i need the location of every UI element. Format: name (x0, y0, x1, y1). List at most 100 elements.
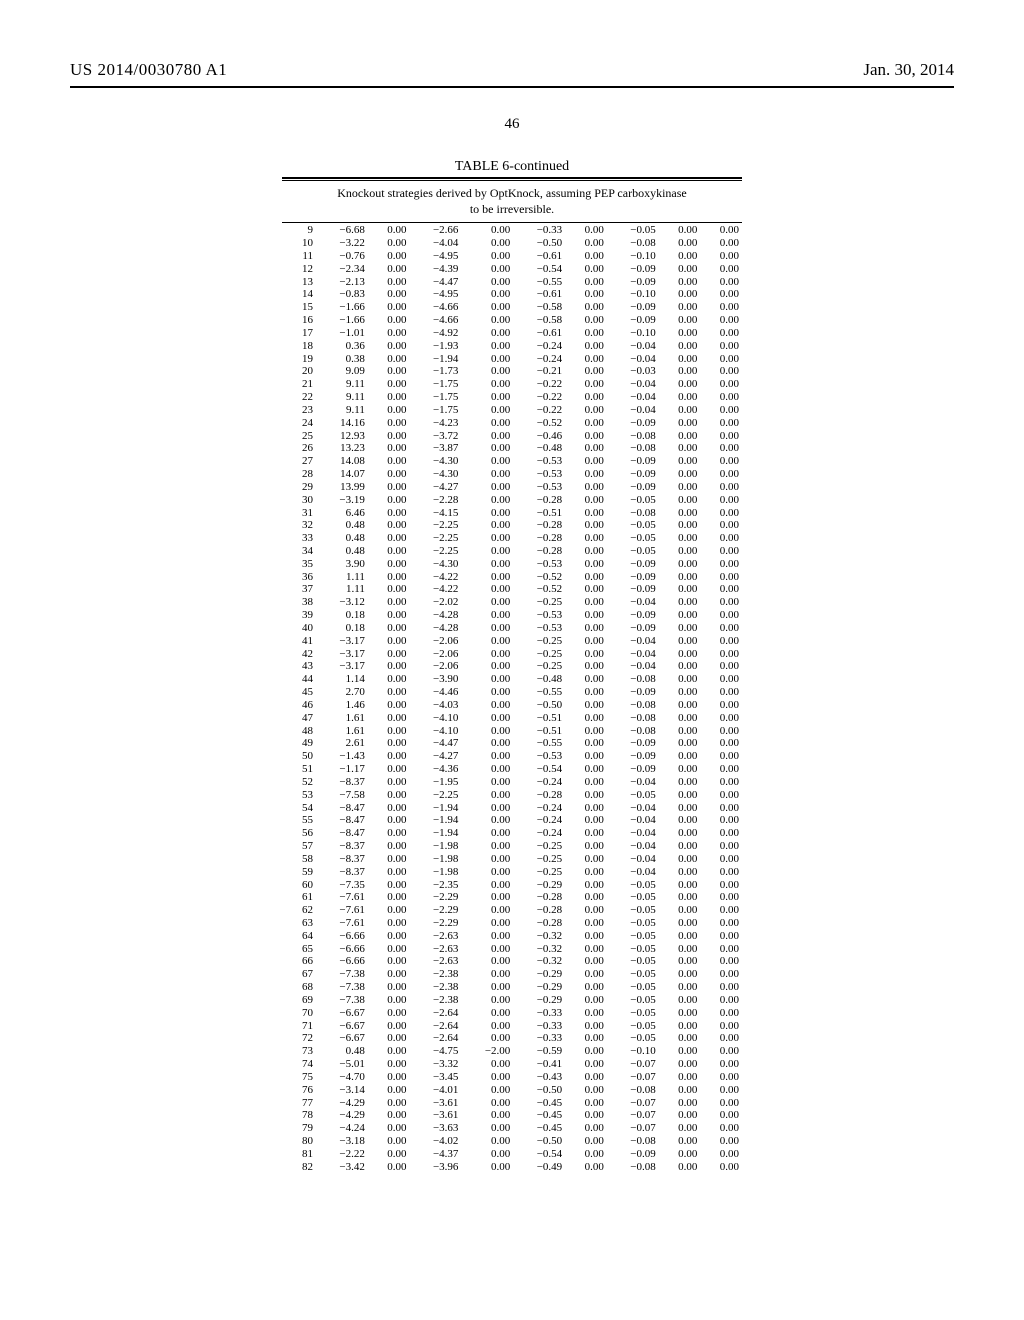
cell: 0.00 (659, 276, 701, 289)
cell: 0.00 (659, 801, 701, 814)
cell: 0.00 (659, 673, 701, 686)
cell: 0.00 (659, 763, 701, 776)
cell: −8.37 (316, 776, 368, 789)
cell: 0.00 (700, 378, 742, 391)
cell: 0.00 (659, 417, 701, 430)
cell: 1.61 (316, 712, 368, 725)
cell: −4.22 (410, 571, 462, 584)
cell: −0.05 (607, 1032, 659, 1045)
cell: −0.29 (513, 878, 565, 891)
cell: 0.00 (461, 750, 513, 763)
cell: 0.00 (565, 288, 607, 301)
cell: 0.00 (700, 583, 742, 596)
cell: 0.00 (700, 340, 742, 353)
table-row: 42−3.170.00−2.060.00−0.250.00−0.040.000.… (282, 648, 742, 661)
cell: 0.00 (700, 1045, 742, 1058)
table-row: 320.480.00−2.250.00−0.280.00−0.050.000.0… (282, 519, 742, 532)
cell: 0.00 (659, 1097, 701, 1110)
table-rule-top-1 (282, 177, 742, 179)
cell: 0.00 (700, 1148, 742, 1161)
cell: 0.00 (368, 814, 410, 827)
cell: 0.00 (700, 1007, 742, 1020)
table-row: 371.110.00−4.220.00−0.520.00−0.090.000.0… (282, 583, 742, 596)
cell: −0.28 (513, 904, 565, 917)
cell: 0.00 (368, 558, 410, 571)
cell: −0.05 (607, 1007, 659, 1020)
cell: −0.33 (513, 1032, 565, 1045)
cell: 0.00 (700, 955, 742, 968)
cell: −3.87 (410, 442, 462, 455)
cell: 0.00 (700, 827, 742, 840)
row-index: 47 (282, 712, 316, 725)
cell: 6.46 (316, 506, 368, 519)
cell: −2.25 (410, 789, 462, 802)
cell: 0.00 (565, 442, 607, 455)
cell: 14.07 (316, 468, 368, 481)
cell: 0.00 (565, 583, 607, 596)
row-index: 33 (282, 532, 316, 545)
cell: 0.00 (700, 519, 742, 532)
cell: −0.61 (513, 327, 565, 340)
row-index: 50 (282, 750, 316, 763)
cell: −7.38 (316, 968, 368, 981)
cell: 0.00 (368, 429, 410, 442)
table-row: 69−7.380.00−2.380.00−0.290.00−0.050.000.… (282, 994, 742, 1007)
row-index: 67 (282, 968, 316, 981)
cell: 0.00 (700, 737, 742, 750)
cell: 13.99 (316, 481, 368, 494)
cell: 0.00 (659, 365, 701, 378)
cell: 0.00 (368, 288, 410, 301)
cell: −0.61 (513, 288, 565, 301)
cell: 0.00 (700, 276, 742, 289)
cell: 0.00 (461, 276, 513, 289)
cell: 0.00 (368, 263, 410, 276)
cell: 0.00 (565, 455, 607, 468)
cell: 0.00 (700, 763, 742, 776)
cell: −0.05 (607, 904, 659, 917)
cell: −0.54 (513, 263, 565, 276)
table-row: 16−1.660.00−4.660.00−0.580.00−0.090.000.… (282, 314, 742, 327)
row-index: 26 (282, 442, 316, 455)
cell: 0.00 (461, 981, 513, 994)
cell: −0.45 (513, 1122, 565, 1135)
cell: −4.66 (410, 314, 462, 327)
cell: −4.15 (410, 506, 462, 519)
table-row: 59−8.370.00−1.980.00−0.250.00−0.040.000.… (282, 866, 742, 879)
cell: 0.00 (565, 237, 607, 250)
table-row: 52−8.370.00−1.950.00−0.240.00−0.040.000.… (282, 776, 742, 789)
cell: 0.00 (659, 519, 701, 532)
cell: −0.52 (513, 571, 565, 584)
cell: −0.25 (513, 635, 565, 648)
cell: 0.00 (461, 1084, 513, 1097)
cell: 0.00 (461, 1135, 513, 1148)
cell: 0.00 (368, 455, 410, 468)
cell: 0.00 (659, 750, 701, 763)
row-index: 11 (282, 250, 316, 263)
page-header: US 2014/0030780 A1 Jan. 30, 2014 (70, 60, 954, 80)
cell: −0.08 (607, 237, 659, 250)
cell: 0.00 (461, 763, 513, 776)
row-index: 75 (282, 1071, 316, 1084)
cell: 0.00 (700, 365, 742, 378)
cell: −0.28 (513, 891, 565, 904)
cell: −4.47 (410, 737, 462, 750)
row-index: 41 (282, 635, 316, 648)
cell: −0.45 (513, 1109, 565, 1122)
cell: −0.09 (607, 737, 659, 750)
cell: −0.03 (607, 365, 659, 378)
cell: 0.00 (461, 776, 513, 789)
cell: 0.00 (565, 699, 607, 712)
cell: 0.00 (368, 622, 410, 635)
cell: 0.00 (368, 1122, 410, 1135)
row-index: 40 (282, 622, 316, 635)
table-row: 78−4.290.00−3.610.00−0.450.00−0.070.000.… (282, 1109, 742, 1122)
row-index: 56 (282, 827, 316, 840)
cell: 0.00 (368, 224, 410, 237)
cell: 0.00 (659, 352, 701, 365)
cell: −0.04 (607, 866, 659, 879)
cell: −0.05 (607, 494, 659, 507)
table-caption-line-2: to be irreversible. (470, 202, 554, 216)
cell: −2.63 (410, 955, 462, 968)
cell: −0.54 (513, 1148, 565, 1161)
cell: −0.24 (513, 776, 565, 789)
